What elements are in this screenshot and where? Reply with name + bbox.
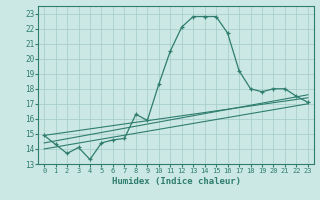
X-axis label: Humidex (Indice chaleur): Humidex (Indice chaleur): [111, 177, 241, 186]
